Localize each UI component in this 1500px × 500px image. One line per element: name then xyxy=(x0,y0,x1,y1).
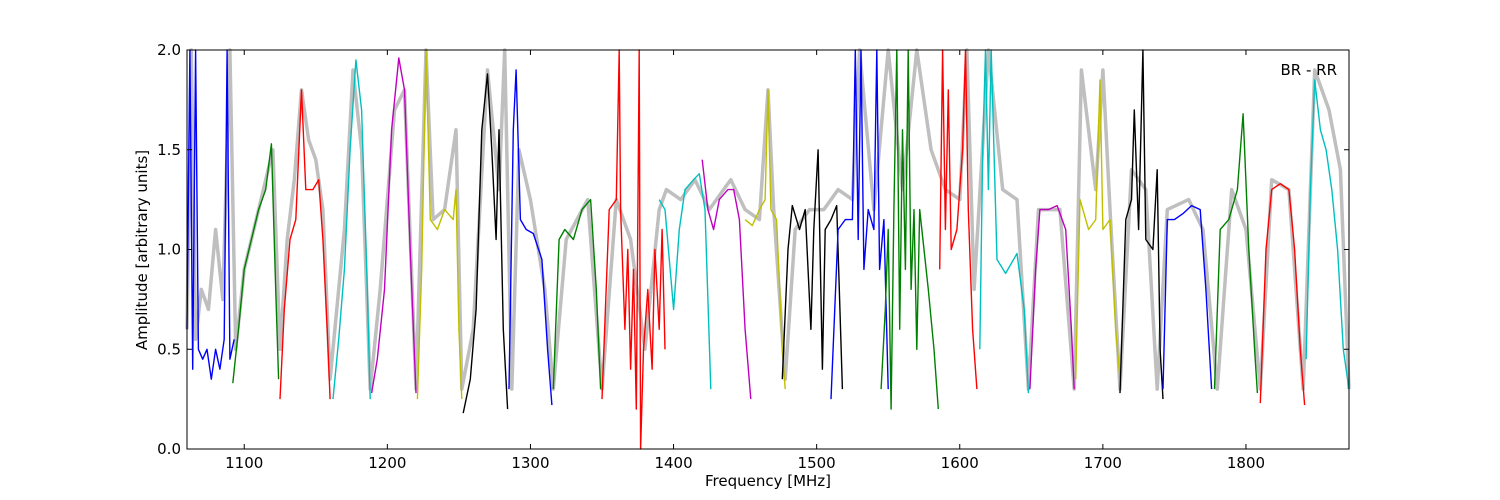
series-line-6 xyxy=(462,73,509,414)
series-line-22 xyxy=(1213,113,1259,394)
series-line-18 xyxy=(1029,204,1075,390)
x-axis-label: Frequency [MHz] xyxy=(705,472,831,490)
series-line-23 xyxy=(1259,183,1306,406)
ticks-group: 1100 1200 1300 1400 1500 1600 1700 1800 0.0 0.5 1.… xyxy=(157,41,1349,472)
series-line-14 xyxy=(830,49,889,400)
series-line-3 xyxy=(332,59,371,400)
x-tick-label: 1300 xyxy=(511,454,549,472)
y-tick-label: 1.0 xyxy=(157,241,181,259)
series-line-24 xyxy=(1305,79,1350,390)
series-line-7 xyxy=(508,69,553,406)
series-line-2 xyxy=(279,89,331,400)
series-line-16 xyxy=(939,49,978,390)
series-line-13 xyxy=(781,149,844,390)
series-line-12 xyxy=(744,89,786,390)
x-tick-label: 1700 xyxy=(1084,454,1122,472)
x-tick-label: 1100 xyxy=(225,454,263,472)
y-tick-label: 2.0 xyxy=(157,41,181,59)
x-tick-label: 1400 xyxy=(654,454,692,472)
x-tick-label: 1800 xyxy=(1227,454,1265,472)
series-line-8 xyxy=(552,198,602,390)
annotation-label: BR - RR xyxy=(1280,61,1337,79)
y-axis-label: Amplitude [arbitrary units] xyxy=(133,150,151,350)
series-line-19 xyxy=(1075,79,1121,380)
series-line-15 xyxy=(880,49,939,410)
x-tick-label: 1600 xyxy=(941,454,979,472)
series-line-17 xyxy=(979,49,1030,394)
series-line-0 xyxy=(186,49,235,380)
y-tick-label: 0.5 xyxy=(157,340,181,358)
series-line-4 xyxy=(370,57,417,394)
x-tick-label: 1200 xyxy=(368,454,406,472)
y-tick-label: 1.5 xyxy=(157,141,181,159)
series-line-5 xyxy=(416,49,463,400)
series-line-11 xyxy=(701,159,752,400)
y-tick-label: 0.0 xyxy=(157,440,181,458)
series-line-10 xyxy=(658,173,712,390)
x-tick-label: 1500 xyxy=(798,454,836,472)
series-line-21 xyxy=(1162,204,1213,390)
series-line-1 xyxy=(232,143,280,384)
